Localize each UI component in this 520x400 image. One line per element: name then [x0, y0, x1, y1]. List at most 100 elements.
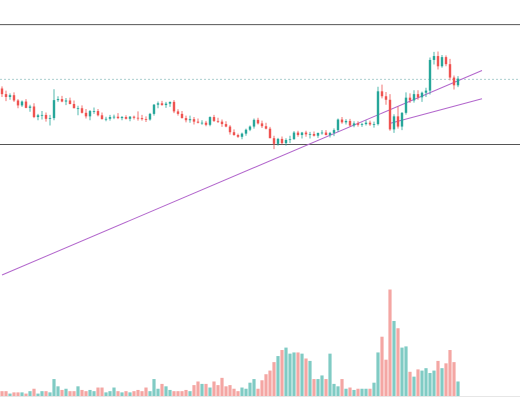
candle-body [300, 132, 304, 136]
candle-body [72, 104, 76, 109]
candle-body [436, 56, 440, 67]
candle-body [208, 117, 212, 125]
candle-body [168, 101, 172, 104]
candle-body [420, 92, 424, 98]
volume-bar [220, 377, 224, 396]
volume-bar [436, 360, 440, 396]
candle-body [308, 133, 312, 135]
volume-bar [216, 385, 220, 396]
volume-bar [412, 376, 416, 396]
volume-bar [244, 388, 248, 396]
candle-body [264, 126, 268, 129]
volume-bar [332, 383, 336, 396]
volume-bar [88, 389, 92, 396]
volume-bar [252, 379, 256, 396]
volume-bar [4, 391, 8, 396]
volume-bar [404, 346, 408, 396]
volume-bar [316, 379, 320, 396]
volume-bar [348, 387, 352, 396]
candle-body [92, 111, 96, 112]
candle-body [148, 113, 152, 120]
candle-body [216, 120, 220, 122]
candle-body [180, 113, 184, 119]
candle-body [76, 108, 80, 110]
candle-body [144, 119, 148, 120]
candle-body [152, 104, 156, 114]
volume-bar [44, 391, 48, 396]
candle-body [392, 116, 396, 130]
candle-body [408, 97, 412, 101]
candle-body [80, 108, 84, 113]
candle-body [28, 106, 32, 108]
candle-body [156, 103, 160, 105]
candle-body [368, 122, 372, 125]
volume-bar [40, 391, 44, 396]
volume-bar [100, 387, 104, 396]
volume-bar [260, 380, 264, 396]
candle-body [104, 118, 108, 120]
volume-bar [408, 371, 412, 396]
volume-bar [380, 336, 384, 396]
volume-bar [200, 383, 204, 396]
volume-bar [268, 370, 272, 396]
volume-bar [272, 362, 276, 396]
volume-bar [20, 392, 24, 396]
volume-bar [116, 391, 120, 396]
candle-body [8, 95, 12, 97]
candle-body [140, 118, 144, 120]
candle-body [236, 135, 240, 137]
candle-body [340, 119, 344, 123]
volume-bar [28, 391, 32, 396]
volume-bar [180, 391, 184, 396]
volume-bar [416, 369, 420, 396]
candle-body [280, 138, 284, 144]
volume-bar [432, 370, 436, 396]
volume-bar [144, 387, 148, 396]
volume-bar [112, 387, 116, 396]
candle-body [16, 100, 20, 106]
candle-body [252, 119, 256, 127]
volume-bar [444, 363, 448, 396]
volume-bar [456, 381, 460, 396]
volume-bar [96, 387, 100, 396]
candle-body [296, 132, 300, 136]
volume-bar [124, 391, 128, 396]
candle-body [40, 114, 44, 116]
candle-body [228, 126, 232, 133]
candle-body [332, 130, 336, 133]
volume-bar [344, 388, 348, 396]
volume-bar [152, 379, 156, 396]
volume-bar [0, 391, 4, 396]
candle-body [348, 120, 352, 126]
candle-body [132, 116, 136, 118]
candle-body [164, 103, 168, 106]
volume-bar [384, 359, 388, 396]
volume-bar [212, 381, 216, 396]
candle-body [48, 118, 52, 119]
candle-body [396, 116, 400, 127]
volume-bar [84, 391, 88, 396]
volume-bar [188, 391, 192, 396]
volume-bar [372, 382, 376, 396]
volume-bar [388, 289, 392, 396]
candle-body [244, 129, 248, 134]
candle-body [136, 117, 140, 119]
candle-body [256, 119, 260, 124]
volume-bar [196, 381, 200, 396]
volume-bar [364, 388, 368, 396]
volume-bar [352, 389, 356, 396]
candle-body [412, 94, 416, 101]
volume-bar [280, 350, 284, 396]
volume-bar [376, 352, 380, 396]
volume-bar [104, 392, 108, 396]
volume-bar [56, 386, 60, 396]
volume-bar [328, 353, 332, 396]
candle-body [364, 122, 368, 125]
volume-bar [400, 347, 404, 396]
volume-bar [324, 379, 328, 396]
volume-bars [0, 289, 460, 396]
volume-bar [120, 392, 124, 396]
candle-body [20, 101, 24, 106]
candle-body [116, 116, 120, 119]
